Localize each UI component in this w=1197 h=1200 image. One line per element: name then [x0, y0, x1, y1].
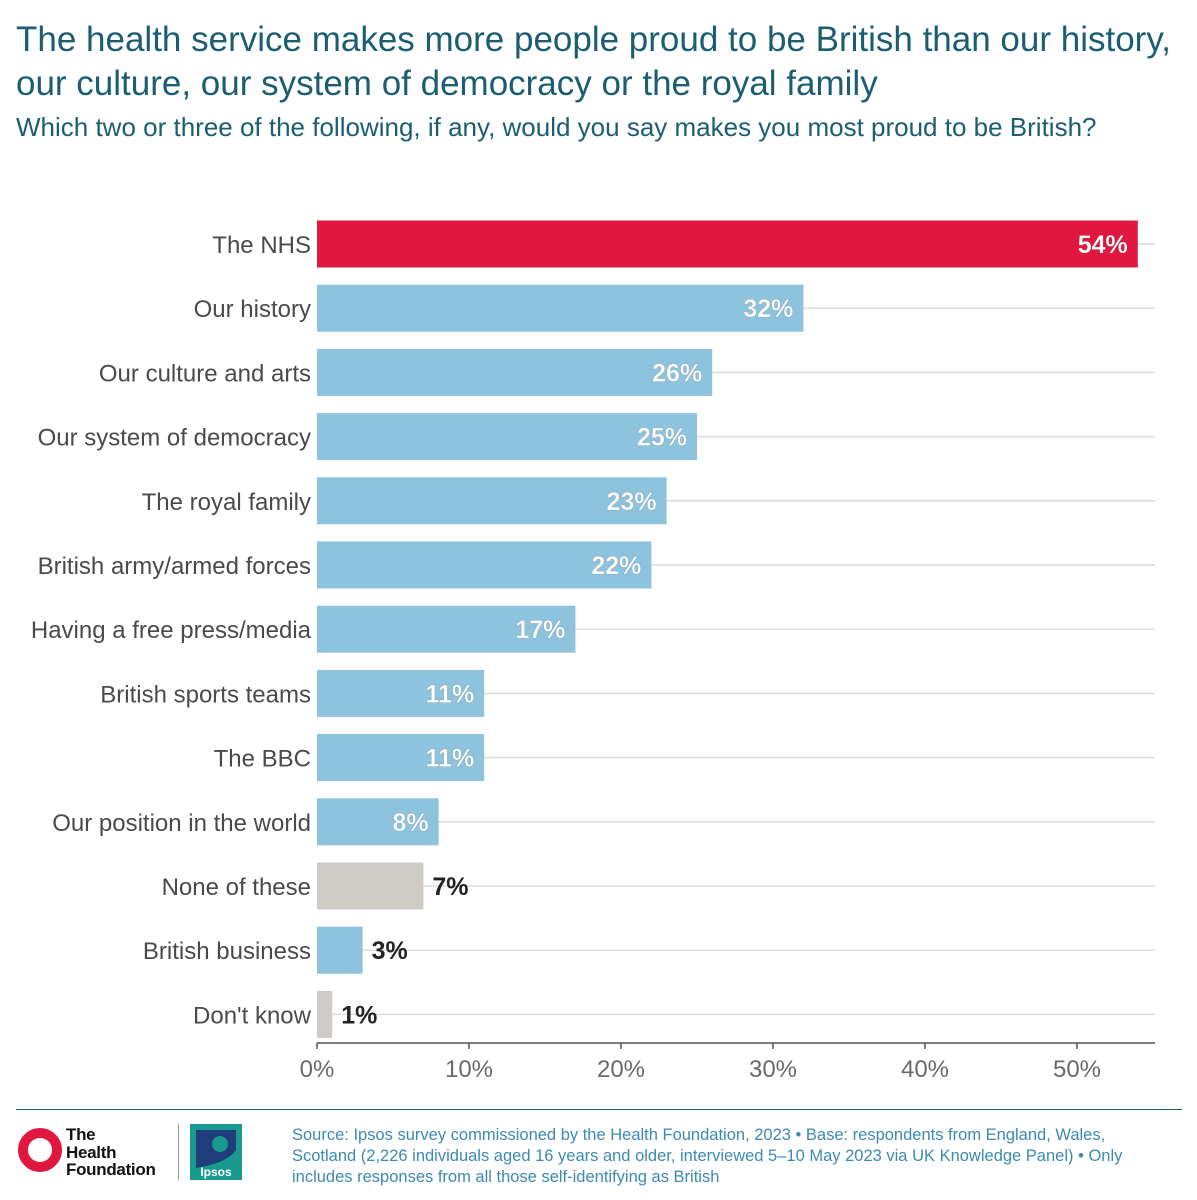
svg-text:Ipsos: Ipsos	[200, 1165, 232, 1179]
value-label: 32%	[743, 295, 793, 323]
value-label: 25%	[637, 424, 687, 452]
category-label: British army/armed forces	[38, 553, 311, 580]
category-label: None of these	[162, 874, 311, 901]
health-foundation-ring-icon	[18, 1128, 62, 1172]
value-label: 8%	[392, 809, 428, 837]
category-label: Our position in the world	[52, 810, 311, 837]
value-label: 26%	[652, 359, 702, 387]
value-label: 23%	[607, 488, 657, 516]
category-label: Having a free press/media	[31, 617, 312, 644]
ipsos-logo: Ipsos	[190, 1124, 242, 1180]
bar	[317, 541, 652, 589]
x-tick-label: 50%	[1053, 1056, 1101, 1083]
x-tick-label: 10%	[445, 1056, 493, 1083]
bar	[317, 926, 363, 974]
bar-chart: 0% 10% 20% 30% 40% 50% The NHS 54% Our history 32…	[31, 220, 1155, 1083]
x-tick-label: 40%	[901, 1056, 949, 1083]
bar	[317, 990, 333, 1038]
footer-divider	[16, 1109, 1182, 1110]
bar	[317, 220, 1138, 268]
category-label: Our system of democracy	[38, 425, 311, 452]
source-note: Source: Ipsos survey commissioned by the…	[292, 1126, 1123, 1186]
bar	[317, 669, 485, 717]
ipsos-logo-icon: Ipsos	[190, 1124, 242, 1180]
bar	[317, 605, 576, 653]
value-label: 22%	[591, 552, 641, 580]
category-label: Don't know	[193, 1002, 312, 1029]
bar	[317, 348, 713, 396]
chart-title: The health service makes more people pro…	[16, 20, 1171, 103]
value-label: 3%	[372, 937, 408, 965]
value-label: 17%	[515, 616, 565, 644]
bar	[317, 862, 424, 910]
logo-divider	[178, 1124, 179, 1180]
value-label: 11%	[426, 680, 475, 708]
bar	[317, 734, 485, 782]
chart-subtitle: Which two or three of the following, if …	[16, 112, 1097, 142]
x-tick-label: 30%	[749, 1056, 797, 1083]
category-label: The royal family	[142, 489, 311, 516]
category-label: The NHS	[212, 232, 311, 259]
bar	[317, 284, 804, 332]
value-label: 54%	[1078, 231, 1128, 259]
bar	[317, 798, 439, 846]
x-tick-label: 0%	[300, 1056, 335, 1083]
bar	[317, 477, 667, 525]
category-label: British sports teams	[100, 681, 311, 708]
x-tick-label: 20%	[597, 1056, 645, 1083]
value-label: 1%	[341, 1001, 377, 1029]
category-label: The BBC	[214, 746, 311, 773]
health-foundation-logo-text: The Health Foundation	[66, 1125, 156, 1179]
category-label: Our history	[194, 296, 311, 323]
value-label: 11%	[426, 745, 475, 773]
category-label: Our culture and arts	[99, 360, 311, 387]
category-label: British business	[143, 938, 311, 965]
bar	[317, 413, 697, 461]
health-foundation-logo: The Health Foundation	[16, 1122, 176, 1182]
value-label: 7%	[432, 873, 468, 901]
